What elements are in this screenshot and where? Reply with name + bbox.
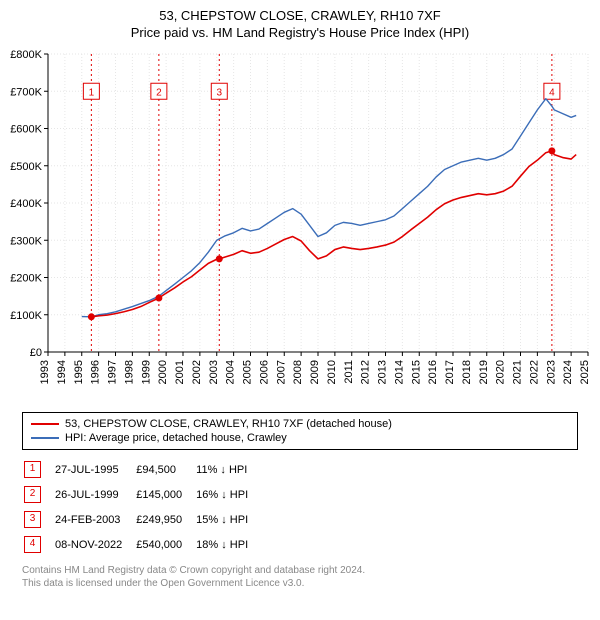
- sales-table: 1 27-JUL-1995£94,50011% ↓ HPI 2 26-JUL-1999…: [22, 456, 262, 558]
- svg-text:2012: 2012: [360, 360, 372, 384]
- footer-line1: Contains HM Land Registry data © Crown c…: [22, 564, 578, 577]
- svg-text:2005: 2005: [242, 360, 254, 384]
- svg-text:£600K: £600K: [10, 124, 42, 136]
- svg-text:£700K: £700K: [10, 86, 42, 98]
- svg-text:1999: 1999: [140, 360, 152, 384]
- table-row: 1 27-JUL-1995£94,50011% ↓ HPI: [24, 458, 260, 481]
- svg-text:2023: 2023: [545, 360, 557, 384]
- svg-text:2007: 2007: [275, 360, 287, 384]
- legend: 53, CHEPSTOW CLOSE, CRAWLEY, RH10 7XF (d…: [22, 412, 578, 450]
- legend-item: 53, CHEPSTOW CLOSE, CRAWLEY, RH10 7XF (d…: [31, 417, 569, 431]
- sale-marker: 1: [24, 461, 41, 478]
- svg-text:2003: 2003: [208, 360, 220, 384]
- sale-price: £145,000: [136, 483, 194, 506]
- legend-label: HPI: Average price, detached house, Craw…: [65, 432, 287, 444]
- subtitle: Price paid vs. HM Land Registry's House …: [0, 25, 600, 40]
- table-row: 4 08-NOV-2022£540,00018% ↓ HPI: [24, 533, 260, 556]
- legend-swatch: [31, 423, 59, 425]
- svg-text:2009: 2009: [309, 360, 321, 384]
- svg-text:1997: 1997: [107, 360, 119, 384]
- svg-text:2011: 2011: [343, 360, 355, 384]
- svg-text:2020: 2020: [495, 360, 507, 384]
- sale-delta: 15% ↓ HPI: [196, 508, 260, 531]
- sale-price: £249,950: [136, 508, 194, 531]
- svg-text:2019: 2019: [478, 360, 490, 384]
- chart-container: 53, CHEPSTOW CLOSE, CRAWLEY, RH10 7XF Pr…: [0, 0, 600, 590]
- sale-delta: 16% ↓ HPI: [196, 483, 260, 506]
- svg-text:1996: 1996: [90, 360, 102, 384]
- svg-text:£100K: £100K: [10, 310, 42, 322]
- svg-text:1998: 1998: [123, 360, 135, 384]
- svg-text:1: 1: [89, 87, 95, 98]
- svg-text:2000: 2000: [157, 360, 169, 384]
- svg-text:2002: 2002: [191, 360, 203, 384]
- svg-text:2018: 2018: [461, 360, 473, 384]
- svg-text:1993: 1993: [39, 360, 51, 384]
- svg-text:4: 4: [549, 87, 555, 98]
- svg-text:1995: 1995: [73, 360, 85, 384]
- svg-text:2008: 2008: [292, 360, 304, 384]
- legend-item: HPI: Average price, detached house, Craw…: [31, 431, 569, 445]
- svg-text:£200K: £200K: [10, 273, 42, 285]
- svg-text:2014: 2014: [393, 360, 405, 384]
- price-chart: 1 2 3 4 £0 £100K £200K £300K £400K £500K £600K £700…: [0, 46, 600, 406]
- titles: 53, CHEPSTOW CLOSE, CRAWLEY, RH10 7XF Pr…: [0, 0, 600, 40]
- sale-marker: 3: [24, 511, 41, 528]
- sale-date: 26-JUL-1999: [55, 483, 134, 506]
- table-row: 2 26-JUL-1999£145,00016% ↓ HPI: [24, 483, 260, 506]
- svg-text:2024: 2024: [562, 360, 574, 384]
- table-row: 3 24-FEB-2003£249,95015% ↓ HPI: [24, 508, 260, 531]
- svg-text:1994: 1994: [56, 360, 68, 384]
- svg-text:2016: 2016: [427, 360, 439, 384]
- svg-text:2006: 2006: [258, 360, 270, 384]
- svg-text:2010: 2010: [326, 360, 338, 384]
- svg-text:2013: 2013: [377, 360, 389, 384]
- svg-text:2: 2: [156, 87, 162, 98]
- svg-text:£500K: £500K: [10, 161, 42, 173]
- sale-delta: 18% ↓ HPI: [196, 533, 260, 556]
- sale-date: 08-NOV-2022: [55, 533, 134, 556]
- svg-text:2004: 2004: [225, 360, 237, 384]
- sale-delta: 11% ↓ HPI: [196, 458, 260, 481]
- sale-date: 27-JUL-1995: [55, 458, 134, 481]
- svg-text:2021: 2021: [512, 360, 524, 384]
- sale-date: 24-FEB-2003: [55, 508, 134, 531]
- svg-text:2025: 2025: [579, 360, 591, 384]
- legend-label: 53, CHEPSTOW CLOSE, CRAWLEY, RH10 7XF (d…: [65, 418, 392, 430]
- sale-price: £94,500: [136, 458, 194, 481]
- sale-price: £540,000: [136, 533, 194, 556]
- sale-marker: 2: [24, 486, 41, 503]
- sale-marker: 4: [24, 536, 41, 553]
- attribution-footer: Contains HM Land Registry data © Crown c…: [22, 564, 578, 590]
- svg-text:£400K: £400K: [10, 198, 42, 210]
- legend-swatch: [31, 437, 59, 439]
- footer-line2: This data is licensed under the Open Gov…: [22, 577, 578, 590]
- svg-text:£0: £0: [30, 347, 42, 359]
- svg-text:2022: 2022: [528, 360, 540, 384]
- svg-text:2001: 2001: [174, 360, 186, 384]
- svg-text:3: 3: [217, 87, 223, 98]
- svg-text:2015: 2015: [410, 360, 422, 384]
- svg-text:£300K: £300K: [10, 235, 42, 247]
- svg-text:£800K: £800K: [10, 49, 42, 61]
- svg-text:2017: 2017: [444, 360, 456, 384]
- address-title: 53, CHEPSTOW CLOSE, CRAWLEY, RH10 7XF: [0, 8, 600, 23]
